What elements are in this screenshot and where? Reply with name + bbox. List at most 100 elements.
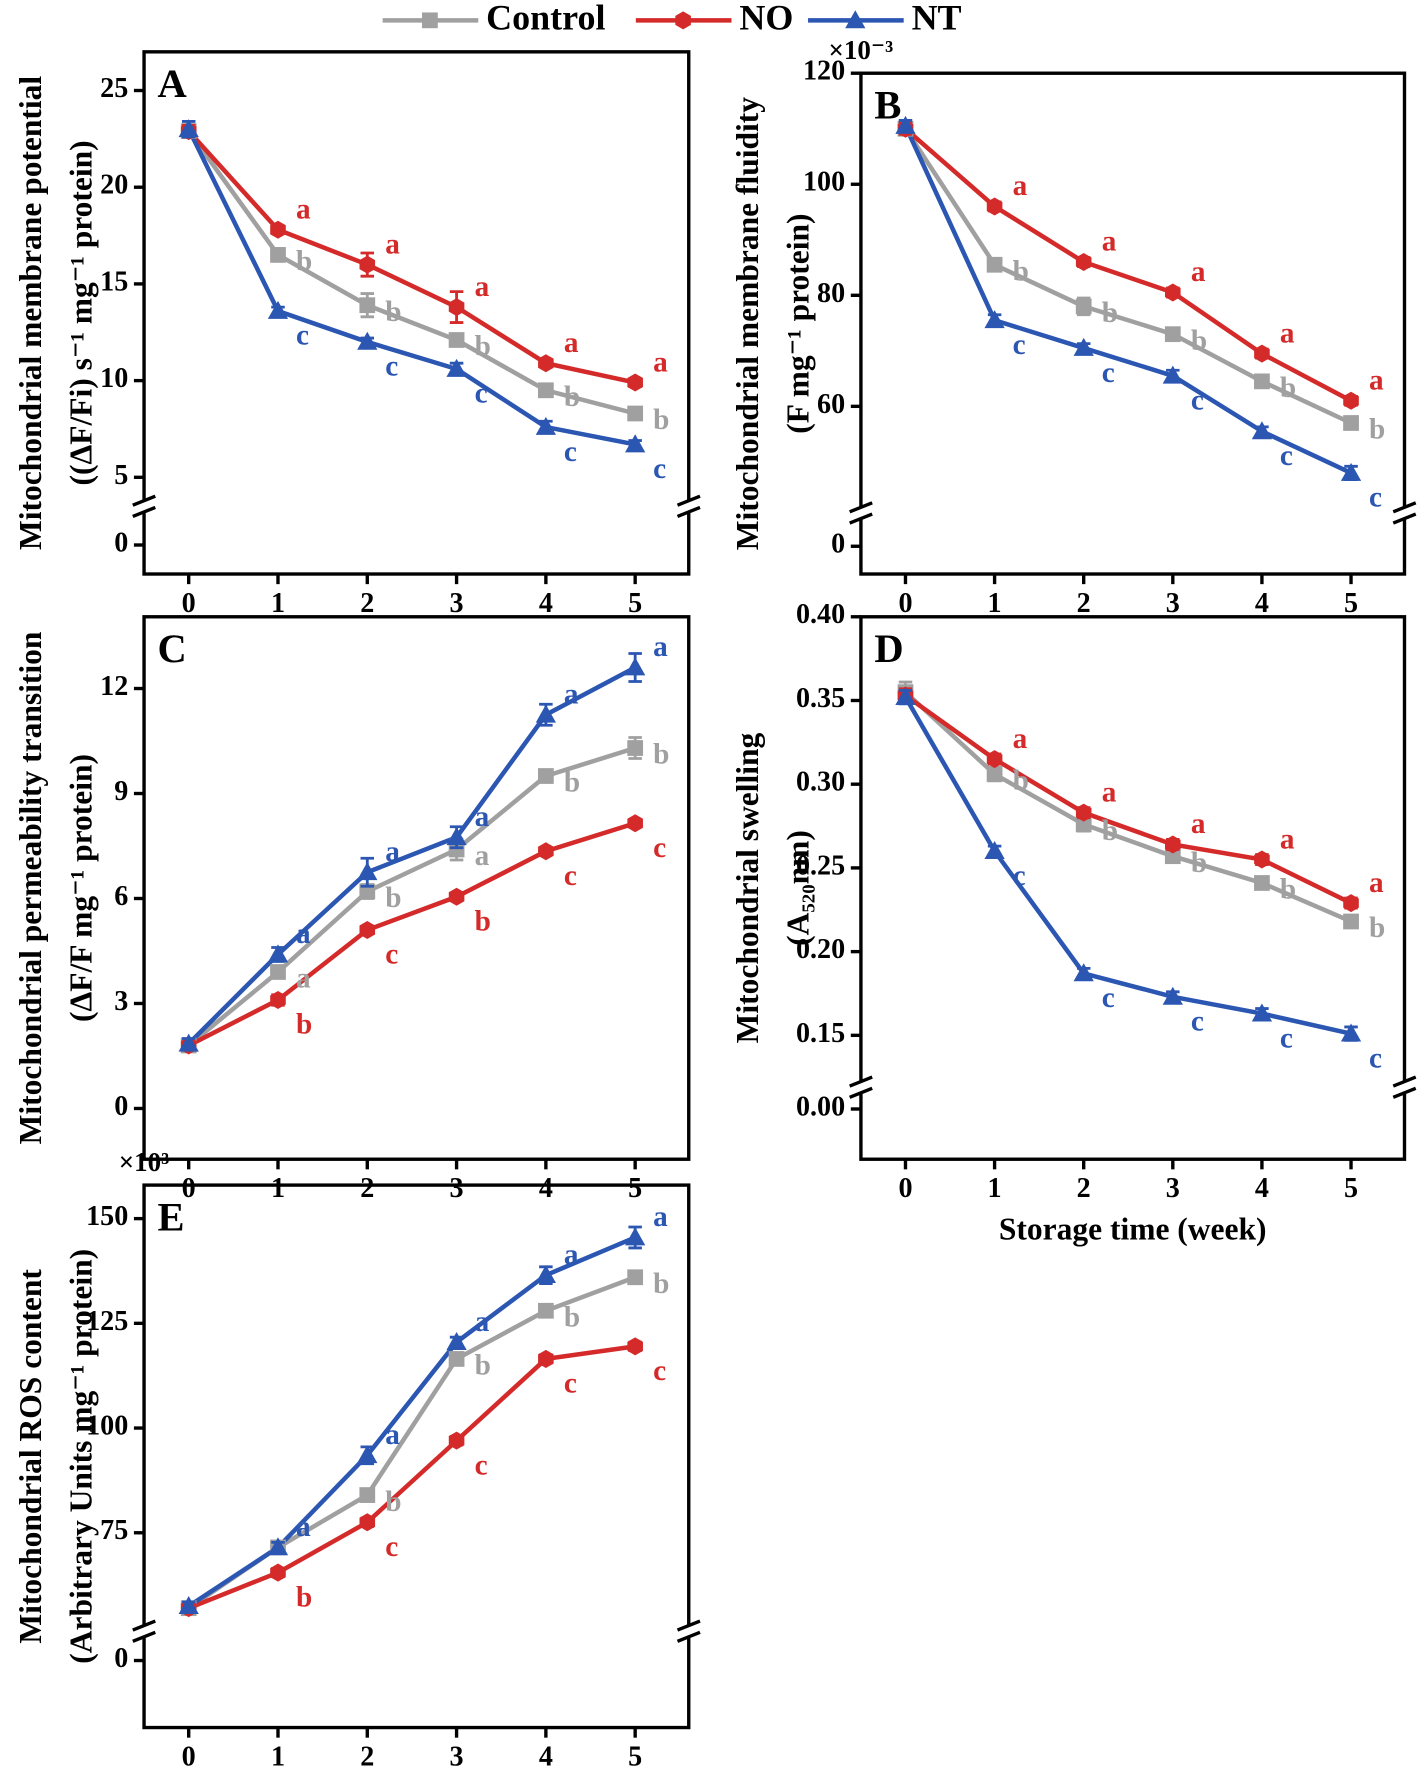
series-line [903,125,1352,476]
significance-letter: b [296,1009,312,1041]
series-line [904,693,1353,906]
x-tick-label: 5 [1344,588,1358,619]
y-axis-label: (A₅₂₀nm) [781,830,816,946]
data-point [984,841,1005,860]
data-point [1254,373,1270,390]
significance-letter: b [564,1301,580,1333]
data-point [357,1445,378,1464]
data-point [1343,391,1359,410]
x-tick-label: 3 [450,1742,464,1767]
data-point [448,298,465,317]
significance-letter: a [475,801,490,833]
axis-break [849,1086,873,1099]
data-point [448,332,465,348]
significance-letter: a [475,840,490,872]
data-point [625,1227,646,1246]
y-tick-label: 0.40 [796,599,845,630]
y-tick-label: 60 [817,389,845,420]
data-point [1251,421,1273,440]
x-tick-label: 4 [1255,1173,1269,1204]
significance-letter: c [1369,1042,1382,1074]
y-axis-label: Mitochondrial permeability transition [13,631,48,1144]
x-tick-label: 2 [1077,1173,1091,1204]
significance-letter: c [385,351,398,383]
axis-break-gap [685,1625,693,1637]
significance-letter: a [1280,823,1295,855]
axis-break-gap [140,500,148,512]
data-point [1251,1003,1273,1022]
data-point [1254,344,1270,363]
significance-letter: a [296,1511,311,1543]
data-point [270,247,286,263]
panel-label: E [158,1194,185,1239]
series-line [903,696,1352,1036]
data-point [359,920,376,940]
significance-letter: c [653,1355,666,1387]
data-point [1075,816,1092,833]
significance-letter: a [296,918,311,950]
series-line [903,690,1352,924]
data-point [359,1487,376,1503]
legend-marker [845,10,866,29]
x-tick-label: 2 [360,1742,374,1767]
significance-letter: c [385,1531,398,1563]
significance-letter: a [385,228,400,260]
series-line [187,1344,636,1611]
significance-letter: b [385,1486,401,1518]
data-point [535,1265,557,1284]
significance-letter: b [1191,325,1207,357]
data-point [986,750,1003,769]
y-tick-label: 5 [114,460,128,491]
data-point [986,197,1003,216]
data-point [446,358,467,377]
significance-letter: a [1013,723,1028,755]
data-point [535,704,557,723]
data-point [537,382,554,399]
data-point [448,841,465,858]
y-tick-label: 150 [86,1201,128,1232]
axis-break [132,1619,156,1632]
significance-letter: a [1191,808,1206,840]
y-tick-label: 0 [114,1643,128,1674]
data-point [448,1431,465,1450]
significance-letter: a [1102,776,1117,808]
axis-break [1392,1075,1417,1088]
x-tick-label: 4 [1255,588,1269,619]
significance-letter: a [1013,170,1028,202]
significance-letter: a [296,1511,311,1543]
y-tick-label: 0.30 [796,767,845,798]
significance-letter: a [564,1239,579,1271]
x-tick-label: 4 [539,1742,553,1767]
x-tick-label: 1 [988,588,1002,619]
significance-letter: a [385,836,400,868]
data-point [1073,337,1094,356]
significance-letter: c [653,453,666,485]
data-point [359,297,376,314]
x-tick-label: 2 [1077,588,1091,619]
significance-letter: a [475,1306,490,1338]
x-tick-label: 3 [1166,1173,1180,1204]
data-point [357,331,378,350]
significance-letter: b [564,767,580,799]
significance-letter: c [475,378,488,410]
axis-break [676,1630,701,1643]
data-point [1165,835,1181,854]
series-line [187,665,637,1046]
significance-letter: b [1013,255,1029,287]
axis-break [676,505,701,519]
significance-letter: a [1102,226,1117,258]
y-tick-label: 0 [114,527,128,558]
data-point [359,1513,376,1532]
y-tick-label: 10 [100,363,128,394]
axis-break [849,1075,873,1088]
significance-letter: b [475,905,491,937]
data-point [270,220,286,239]
axis-break [849,512,873,525]
data-point [1165,283,1181,302]
axis-multiplier: ×10⁻³ [829,35,894,65]
data-point [895,115,916,134]
significance-letter: b [1102,297,1118,329]
series-line [186,129,636,416]
data-point [627,373,643,392]
x-tick-label: 5 [628,1173,642,1204]
